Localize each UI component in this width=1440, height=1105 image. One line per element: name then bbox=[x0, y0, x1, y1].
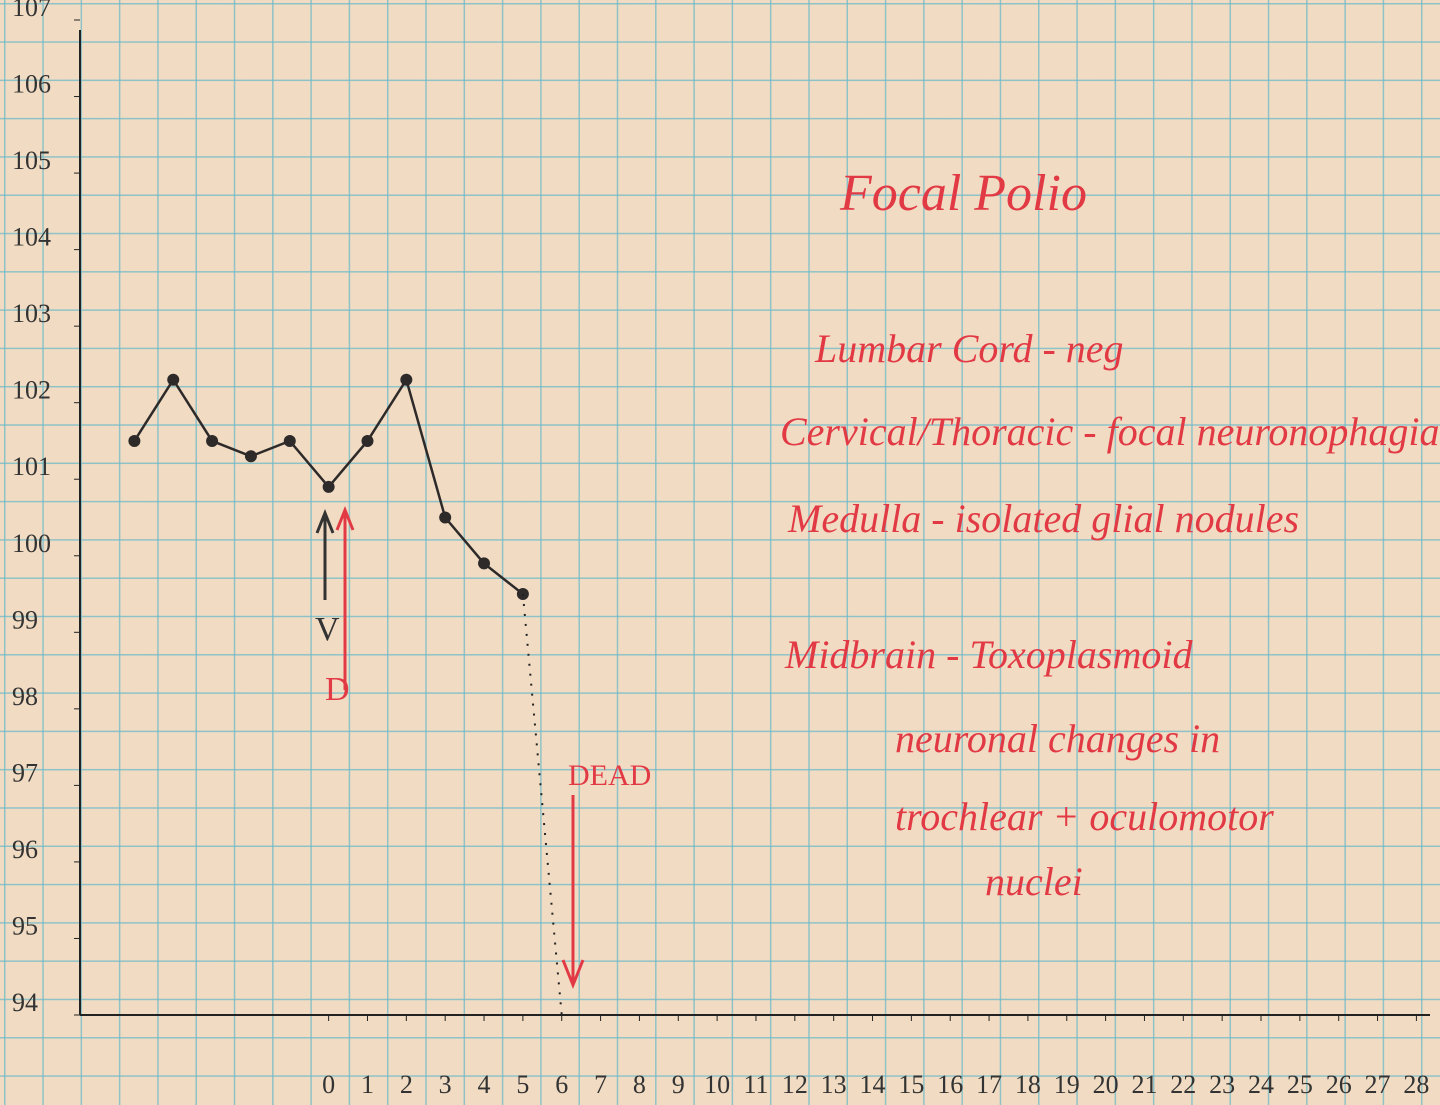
y-tick-label: 99 bbox=[12, 605, 38, 634]
x-tick-label: 27 bbox=[1365, 1070, 1391, 1099]
x-tick-label: 7 bbox=[594, 1070, 607, 1099]
note: Medulla - isolated glial nodules bbox=[787, 496, 1299, 541]
x-tick-label: 22 bbox=[1170, 1070, 1196, 1099]
v-arrow-head bbox=[315, 508, 335, 534]
x-tick-label: 4 bbox=[478, 1070, 491, 1099]
point bbox=[244, 450, 257, 463]
x-tick-label: 18 bbox=[1015, 1070, 1041, 1099]
y-tick-label: 107 bbox=[12, 0, 51, 22]
dead-arrow-head bbox=[561, 959, 585, 990]
y-tick-label: 95 bbox=[12, 911, 38, 940]
note: Cervical/Thoracic - focal neuronophagia bbox=[780, 409, 1440, 454]
point bbox=[478, 557, 491, 570]
note: nuclei bbox=[985, 859, 1083, 904]
d-arrow-head bbox=[335, 505, 355, 531]
x-tick-label: 15 bbox=[898, 1070, 924, 1099]
y-tick-label: 102 bbox=[12, 376, 51, 405]
x-tick-label: 0 bbox=[322, 1070, 335, 1099]
x-tick-label: 13 bbox=[821, 1070, 847, 1099]
note: neuronal changes in bbox=[895, 716, 1220, 761]
x-tick-label: 28 bbox=[1403, 1070, 1429, 1099]
point bbox=[439, 511, 452, 524]
x-tick-label: 21 bbox=[1131, 1070, 1157, 1099]
x-tick-label: 2 bbox=[400, 1070, 413, 1099]
x-tick-label: 26 bbox=[1326, 1070, 1352, 1099]
x-tick-label: 11 bbox=[743, 1070, 768, 1099]
y-tick-label: 103 bbox=[12, 299, 51, 328]
point bbox=[206, 434, 219, 447]
dotted-line bbox=[521, 593, 563, 1016]
note: Lumbar Cord - neg bbox=[814, 326, 1124, 371]
point bbox=[283, 434, 296, 447]
y-tick-label: 96 bbox=[12, 835, 38, 864]
y-tick-label: 101 bbox=[12, 452, 51, 481]
x-tick-label: 12 bbox=[782, 1070, 808, 1099]
x-tick-label: 25 bbox=[1287, 1070, 1313, 1099]
y-tick-label: 105 bbox=[12, 146, 51, 175]
v-label: V bbox=[315, 611, 340, 648]
x-tick-label: 3 bbox=[439, 1070, 452, 1099]
x-tick-label: 9 bbox=[672, 1070, 685, 1099]
y-tick-label: 106 bbox=[12, 70, 51, 99]
x-tick-label: 20 bbox=[1093, 1070, 1119, 1099]
d-label: D bbox=[325, 671, 350, 708]
point bbox=[322, 480, 335, 493]
x-tick-label: 1 bbox=[361, 1070, 374, 1099]
point bbox=[167, 373, 180, 386]
y-tick-label: 94 bbox=[12, 988, 38, 1017]
x-tick-label: 10 bbox=[704, 1070, 730, 1099]
point bbox=[128, 434, 141, 447]
chart-title: Focal Polio bbox=[839, 165, 1087, 222]
x-tick-label: 23 bbox=[1209, 1070, 1235, 1099]
y-tick-label: 104 bbox=[12, 223, 51, 252]
x-tick-label: 19 bbox=[1054, 1070, 1080, 1099]
x-tick-label: 5 bbox=[516, 1070, 529, 1099]
y-tick-label: 98 bbox=[12, 682, 38, 711]
x-tick-label: 8 bbox=[633, 1070, 646, 1099]
y-tick-label: 97 bbox=[12, 758, 38, 787]
x-tick-label: 24 bbox=[1248, 1070, 1274, 1099]
annotation-layer: Focal Polio Lumbar Cord - neg Cervical/T… bbox=[325, 165, 1440, 990]
x-tick-label: 17 bbox=[976, 1070, 1002, 1099]
y-tick-label: 100 bbox=[12, 529, 51, 558]
dead-label: DEAD bbox=[568, 759, 651, 792]
x-tick-label: 6 bbox=[555, 1070, 568, 1099]
point bbox=[361, 434, 374, 447]
x-tick-label: 14 bbox=[860, 1070, 886, 1099]
x-tick-label: 16 bbox=[937, 1070, 963, 1099]
note: trochlear + oculomotor bbox=[895, 794, 1274, 839]
point bbox=[400, 373, 413, 386]
note: Midbrain - Toxoplasmoid bbox=[784, 632, 1193, 677]
